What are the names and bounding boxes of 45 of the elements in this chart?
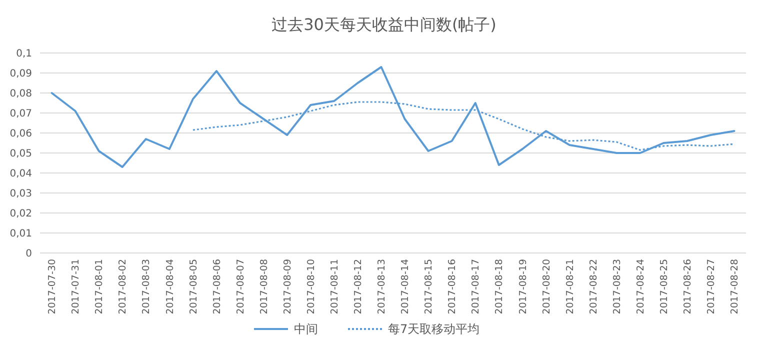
- x-tick-label: 2017-08-20: [541, 259, 552, 314]
- x-tick-label: 2017-08-01: [94, 259, 106, 314]
- y-tick-label: 0,04: [10, 168, 32, 180]
- x-tick-label: 2017-08-05: [188, 259, 200, 314]
- chart-title: 过去30天每天收益中间数(帖子): [272, 15, 496, 34]
- x-tick-label: 2017-08-10: [306, 259, 317, 314]
- x-tick-label: 2017-08-25: [658, 259, 670, 314]
- x-tick-label: 2017-08-02: [118, 259, 129, 314]
- x-tick-label: 2017-08-26: [682, 259, 694, 314]
- y-tick-label: 0: [26, 248, 32, 260]
- x-tick-label: 2017-08-28: [730, 259, 741, 314]
- x-tick-label: 2017-08-06: [212, 259, 223, 314]
- legend-label: 中间: [294, 322, 318, 336]
- x-tick-label: 2017-08-04: [164, 259, 176, 314]
- line-series: [50, 66, 736, 168]
- y-tick-label: 0,06: [10, 128, 32, 140]
- x-tick-label: 2017-08-08: [258, 259, 270, 314]
- x-tick-label: 2017-08-17: [470, 259, 482, 314]
- legend-label: 每7天取移动平均: [388, 322, 480, 336]
- x-tick-label: 2017-08-23: [612, 259, 623, 314]
- x-tick-label: 2017-08-11: [329, 259, 340, 314]
- x-tick-label: 2017-08-19: [518, 259, 529, 314]
- y-tick-label: 0,09: [10, 68, 32, 80]
- x-tick-label: 2017-08-12: [353, 259, 364, 314]
- x-tick-label: 2017-08-18: [494, 259, 506, 314]
- x-tick-label: 2017-08-27: [706, 259, 718, 314]
- x-tick-label: 2017-08-09: [282, 259, 294, 314]
- x-tick-label: 2017-07-30: [47, 259, 58, 314]
- y-tick-label: 0,01: [10, 228, 32, 240]
- y-tick-label: 0,02: [10, 208, 32, 220]
- x-tick-label: 2017-07-31: [70, 259, 82, 314]
- x-tick-label: 2017-08-22: [588, 259, 600, 314]
- y-tick-label: 0,03: [10, 188, 32, 200]
- x-tick-label: 2017-08-03: [141, 259, 152, 314]
- x-tick-label: 2017-08-13: [376, 259, 388, 314]
- x-tick-label: 2017-08-07: [235, 259, 246, 314]
- y-tick-label: 0,07: [10, 108, 32, 120]
- y-tick-label: 0,08: [10, 88, 32, 100]
- x-tick-label: 2017-08-24: [635, 259, 646, 314]
- y-tick-label: 0,05: [10, 148, 32, 160]
- x-tick-label: 2017-08-15: [424, 259, 435, 314]
- x-tick-label: 2017-08-14: [400, 259, 412, 314]
- y-tick-label: 0,1: [16, 48, 32, 60]
- x-tick-label: 2017-08-16: [447, 259, 458, 314]
- x-tick-label: 2017-08-21: [564, 259, 576, 314]
